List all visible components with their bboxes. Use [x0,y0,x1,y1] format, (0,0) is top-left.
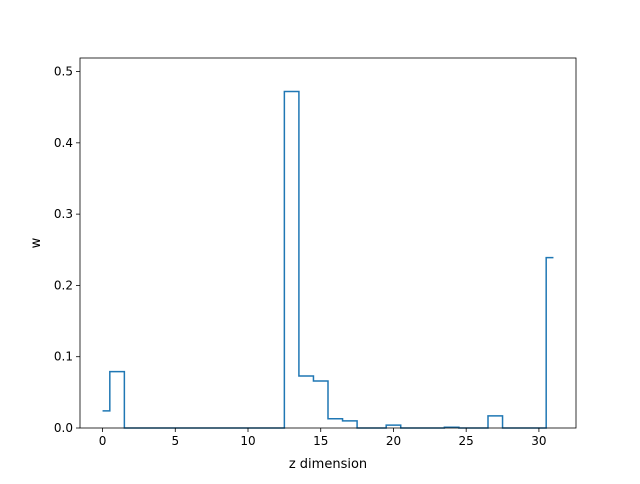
x-axis-ticks: 0 5 10 15 20 25 30 [99,428,547,448]
x-tick-label: 20 [386,434,401,448]
y-tick-label: 0.4 [54,136,73,150]
x-tick-label: 5 [171,434,179,448]
y-axis-label: w [29,237,44,248]
y-tick-label: 0.5 [54,65,73,79]
y-tick-label: 0.1 [54,350,73,364]
x-tick-label: 15 [313,434,328,448]
y-tick-label: 0.0 [54,421,73,435]
y-tick-label: 0.2 [54,278,73,292]
x-tick-label: 10 [240,434,255,448]
x-tick-label: 25 [459,434,474,448]
x-axis-label: z dimension [289,457,367,472]
axes-frame [79,57,577,429]
x-tick-label: 0 [99,434,107,448]
x-tick-label: 30 [531,434,546,448]
y-axis-ticks: 0.0 0.1 0.2 0.3 0.4 0.5 [54,65,80,435]
y-tick-label: 0.3 [54,207,73,221]
